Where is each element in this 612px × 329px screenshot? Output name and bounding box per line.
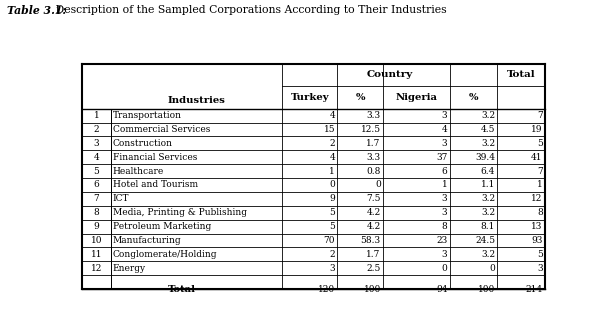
Text: Total: Total: [168, 285, 196, 293]
Text: 0: 0: [490, 264, 495, 273]
Text: 1: 1: [94, 111, 99, 120]
Text: Total: Total: [507, 70, 536, 79]
Text: 0: 0: [329, 180, 335, 190]
Text: 2: 2: [329, 250, 335, 259]
Text: 4: 4: [329, 153, 335, 162]
Text: Energy: Energy: [113, 264, 146, 273]
Text: 4.2: 4.2: [367, 208, 381, 217]
Text: 2.5: 2.5: [367, 264, 381, 273]
Text: 0.8: 0.8: [367, 166, 381, 176]
Text: 3.2: 3.2: [481, 208, 495, 217]
Text: Hotel and Tourism: Hotel and Tourism: [113, 180, 198, 190]
Text: 23: 23: [436, 236, 447, 245]
Text: Table 3.1:: Table 3.1:: [7, 5, 67, 16]
Text: 39.4: 39.4: [475, 153, 495, 162]
Text: 0: 0: [442, 264, 447, 273]
Text: Petroleum Marketing: Petroleum Marketing: [113, 222, 211, 231]
Text: 24.5: 24.5: [475, 236, 495, 245]
Text: 12: 12: [91, 264, 102, 273]
Text: ICT: ICT: [113, 194, 129, 203]
Text: 13: 13: [531, 222, 543, 231]
Text: 1: 1: [329, 166, 335, 176]
Text: 5: 5: [329, 208, 335, 217]
Text: Nigeria: Nigeria: [395, 93, 438, 102]
Text: 5: 5: [537, 139, 543, 148]
Text: 3: 3: [442, 250, 447, 259]
Text: Construction: Construction: [113, 139, 173, 148]
Text: 3: 3: [329, 264, 335, 273]
Text: 93: 93: [531, 236, 543, 245]
Text: 9: 9: [329, 194, 335, 203]
Text: 4: 4: [329, 111, 335, 120]
Text: 3: 3: [442, 194, 447, 203]
Text: 3: 3: [94, 139, 99, 148]
Text: 1: 1: [537, 180, 543, 190]
Text: 8: 8: [94, 208, 99, 217]
Text: 3: 3: [442, 111, 447, 120]
Text: 100: 100: [364, 285, 381, 293]
Text: 4.5: 4.5: [480, 125, 495, 134]
Text: 3: 3: [442, 208, 447, 217]
Text: 1.7: 1.7: [367, 250, 381, 259]
Text: 7.5: 7.5: [367, 194, 381, 203]
Text: 5: 5: [94, 166, 99, 176]
Text: %: %: [469, 93, 479, 102]
Text: 1: 1: [442, 180, 447, 190]
Text: Description of the Sampled Corporations According to Their Industries: Description of the Sampled Corporations …: [52, 5, 447, 15]
Text: 10: 10: [91, 236, 102, 245]
Text: 3.2: 3.2: [481, 194, 495, 203]
Text: 3: 3: [442, 139, 447, 148]
Text: 19: 19: [531, 125, 543, 134]
Text: 8: 8: [537, 208, 543, 217]
Text: 6.4: 6.4: [481, 166, 495, 176]
Text: Turkey: Turkey: [291, 93, 329, 102]
Text: 11: 11: [91, 250, 102, 259]
Text: 6: 6: [442, 166, 447, 176]
Text: 3.2: 3.2: [481, 250, 495, 259]
Text: Conglomerate/Holding: Conglomerate/Holding: [113, 250, 217, 259]
Text: Healthcare: Healthcare: [113, 166, 164, 176]
Text: 100: 100: [478, 285, 495, 293]
Text: 4.2: 4.2: [367, 222, 381, 231]
Text: 12.5: 12.5: [360, 125, 381, 134]
Text: 214: 214: [526, 285, 543, 293]
Text: 12: 12: [531, 194, 543, 203]
Text: Financial Services: Financial Services: [113, 153, 197, 162]
Text: 37: 37: [436, 153, 447, 162]
Text: Country: Country: [367, 70, 413, 79]
Text: 3.3: 3.3: [367, 111, 381, 120]
Text: Media, Printing & Publishing: Media, Printing & Publishing: [113, 208, 247, 217]
Text: 7: 7: [537, 111, 543, 120]
Text: 58.3: 58.3: [360, 236, 381, 245]
Text: 1.1: 1.1: [481, 180, 495, 190]
Text: 4: 4: [94, 153, 99, 162]
Text: 8: 8: [442, 222, 447, 231]
Text: Manufacturing: Manufacturing: [113, 236, 181, 245]
Text: 2: 2: [94, 125, 99, 134]
Text: 3.2: 3.2: [481, 111, 495, 120]
Text: 1.7: 1.7: [367, 139, 381, 148]
Text: Transportation: Transportation: [113, 111, 182, 120]
Text: 7: 7: [537, 166, 543, 176]
Text: 6: 6: [94, 180, 99, 190]
Text: 8.1: 8.1: [481, 222, 495, 231]
Text: 70: 70: [324, 236, 335, 245]
Text: 9: 9: [94, 222, 99, 231]
Text: 94: 94: [436, 285, 447, 293]
Text: Industries: Industries: [168, 96, 225, 105]
Text: Commercial Services: Commercial Services: [113, 125, 210, 134]
Text: 2: 2: [329, 139, 335, 148]
Text: 15: 15: [324, 125, 335, 134]
Text: 3: 3: [537, 264, 543, 273]
Text: 7: 7: [94, 194, 99, 203]
Text: 41: 41: [531, 153, 543, 162]
Text: 120: 120: [318, 285, 335, 293]
Text: 5: 5: [329, 222, 335, 231]
Text: %: %: [356, 93, 365, 102]
Text: 4: 4: [442, 125, 447, 134]
Text: 5: 5: [537, 250, 543, 259]
Text: 3.2: 3.2: [481, 139, 495, 148]
Text: 3.3: 3.3: [367, 153, 381, 162]
Text: 0: 0: [375, 180, 381, 190]
